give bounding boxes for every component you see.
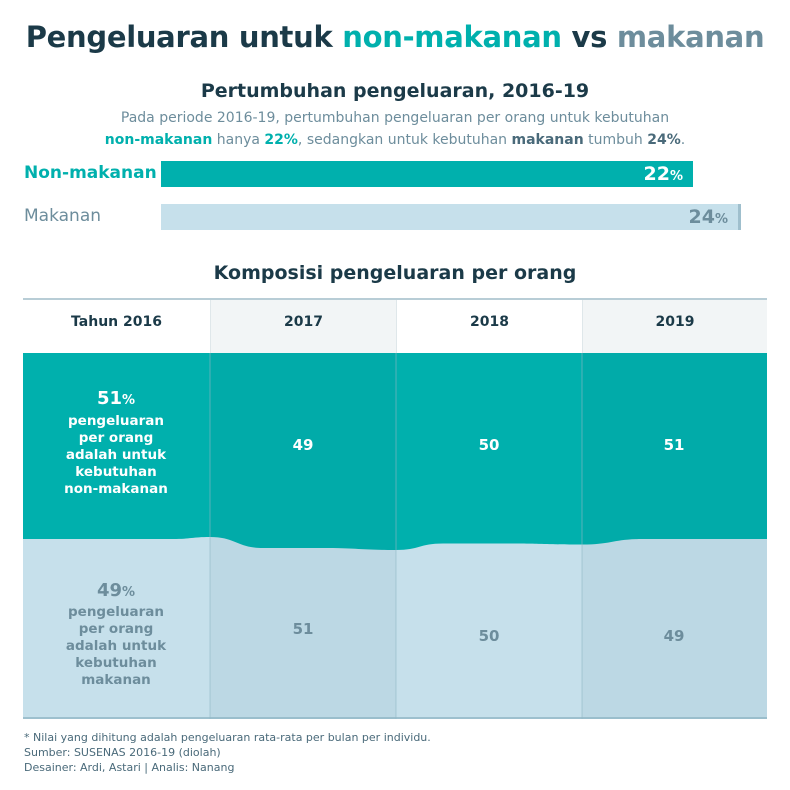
first-food-text: pengeluaran per orang adalah untuk kebutuha… — [66, 604, 167, 688]
composition-header-row: Tahun 2016 2017 2018 2019 — [23, 298, 767, 355]
growth-description: Pada periode 2016-19, pertumbuhan pengel… — [104, 110, 686, 148]
area-non-makanan — [23, 353, 767, 550]
footnote-source: Sumber: SUSENAS 2016-19 (diolah) — [24, 746, 221, 759]
column-shade-2017 — [210, 353, 396, 719]
bar-makanan: 24% — [161, 204, 741, 230]
composition-chart: 51% pengeluaran per orang adalah untuk kebu… — [23, 353, 767, 719]
bar-value-makanan: 24% — [688, 206, 728, 228]
bar-label-makanan: Makanan — [24, 206, 102, 226]
first-food-value: 49% — [97, 580, 135, 601]
growth-title: Pertumbuhan pengeluaran, 2016-19 — [200, 80, 590, 102]
nonfood-value-2017: 49 — [293, 436, 314, 454]
food-value-2018: 50 — [479, 627, 500, 645]
page-title: Pengeluaran untuk non-makanan vs makanan — [25, 20, 765, 54]
first-nonfood-value: 51% — [97, 388, 135, 409]
footnote-note: * Nilai yang dihitung adalah pengeluaran… — [24, 731, 431, 744]
footnote-credits: Desainer: Ardi, Astari | Analis: Nanang — [24, 761, 235, 774]
column-shade-2019 — [582, 353, 767, 719]
bar-non-makanan: 22% — [161, 161, 693, 187]
bar-label-non-makanan: Non-makanan — [24, 163, 157, 183]
header-2017: 2017 — [210, 300, 396, 355]
header-2016: Tahun 2016 — [23, 300, 210, 355]
bar-value-non-makanan: 22% — [643, 163, 683, 185]
footnote: * Nilai yang dihitung adalah pengeluaran… — [24, 730, 431, 775]
composition-title: Komposisi pengeluaran per orang — [213, 262, 577, 284]
nonfood-value-2019: 51 — [664, 436, 685, 454]
nonfood-value-2018: 50 — [479, 436, 500, 454]
food-value-2019: 49 — [664, 627, 685, 645]
food-value-2017: 51 — [293, 620, 314, 638]
header-2018: 2018 — [396, 300, 582, 355]
header-2019: 2019 — [582, 300, 767, 355]
first-nonfood-text: pengeluaran per orang adalah untuk kebutuha… — [64, 413, 168, 497]
